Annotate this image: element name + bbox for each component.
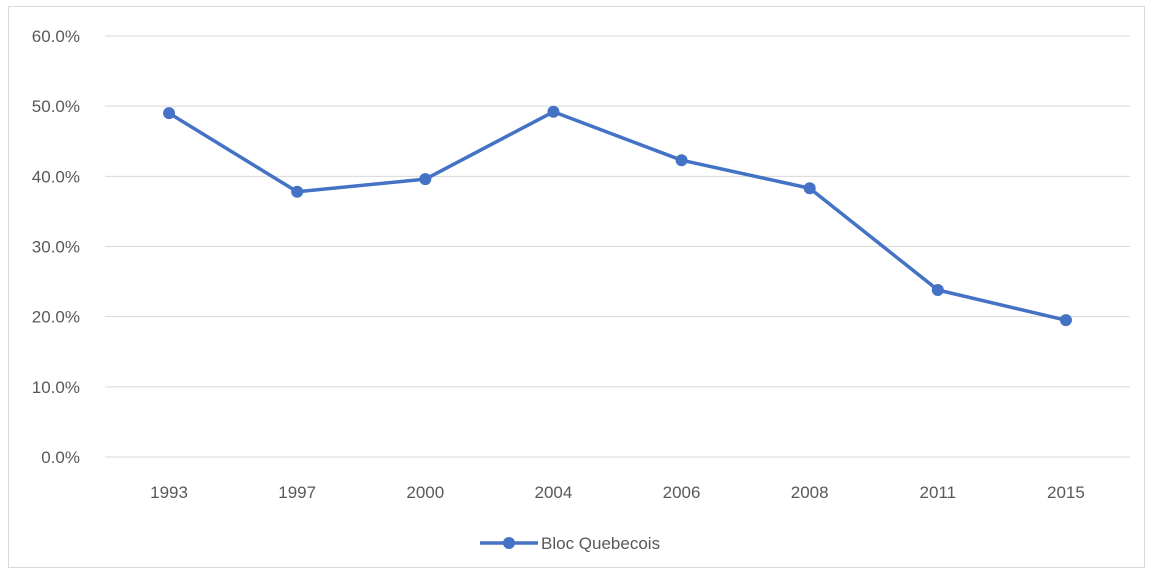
x-axis-tick-labels: 1993 1997 2000 2004 2006 2008 2011 2015 (150, 483, 1085, 502)
chart-frame (8, 6, 1145, 568)
y-tick-label: 60.0% (32, 27, 80, 46)
series-markers (163, 105, 1072, 327)
data-point-2004 (547, 105, 560, 118)
y-tick-label: 30.0% (32, 238, 80, 257)
y-axis-tick-labels: 0.0% 10.0% 20.0% 30.0% 40.0% 50.0% 60.0% (32, 27, 80, 467)
data-point-2011 (931, 284, 944, 297)
x-tick-label: 1993 (150, 483, 188, 502)
data-point-2015 (1059, 314, 1072, 327)
gridlines (105, 35, 1130, 458)
x-tick-label: 2008 (791, 483, 829, 502)
x-tick-label: 1997 (278, 483, 316, 502)
x-tick-label: 2000 (406, 483, 444, 502)
y-tick-label: 20.0% (32, 308, 80, 327)
legend: Bloc Quebecois (480, 534, 660, 553)
data-point-1997 (291, 185, 304, 198)
data-point-2008 (803, 182, 816, 195)
y-tick-label: 0.0% (41, 448, 80, 467)
y-tick-label: 10.0% (32, 378, 80, 397)
x-tick-label: 2004 (535, 483, 573, 502)
data-point-2006 (675, 154, 688, 167)
x-tick-label: 2011 (920, 483, 957, 502)
data-point-1993 (163, 107, 176, 120)
data-point-2000 (419, 173, 432, 186)
x-tick-label: 2015 (1047, 483, 1085, 502)
y-tick-label: 40.0% (32, 167, 80, 186)
x-tick-label: 2006 (663, 483, 701, 502)
series-lines (168, 110, 1067, 322)
series-line-bloc-quebecois (168, 110, 1067, 322)
y-tick-label: 50.0% (32, 97, 80, 116)
legend-label-bloc-quebecois: Bloc Quebecois (541, 534, 660, 553)
legend-marker-swatch (503, 537, 515, 549)
